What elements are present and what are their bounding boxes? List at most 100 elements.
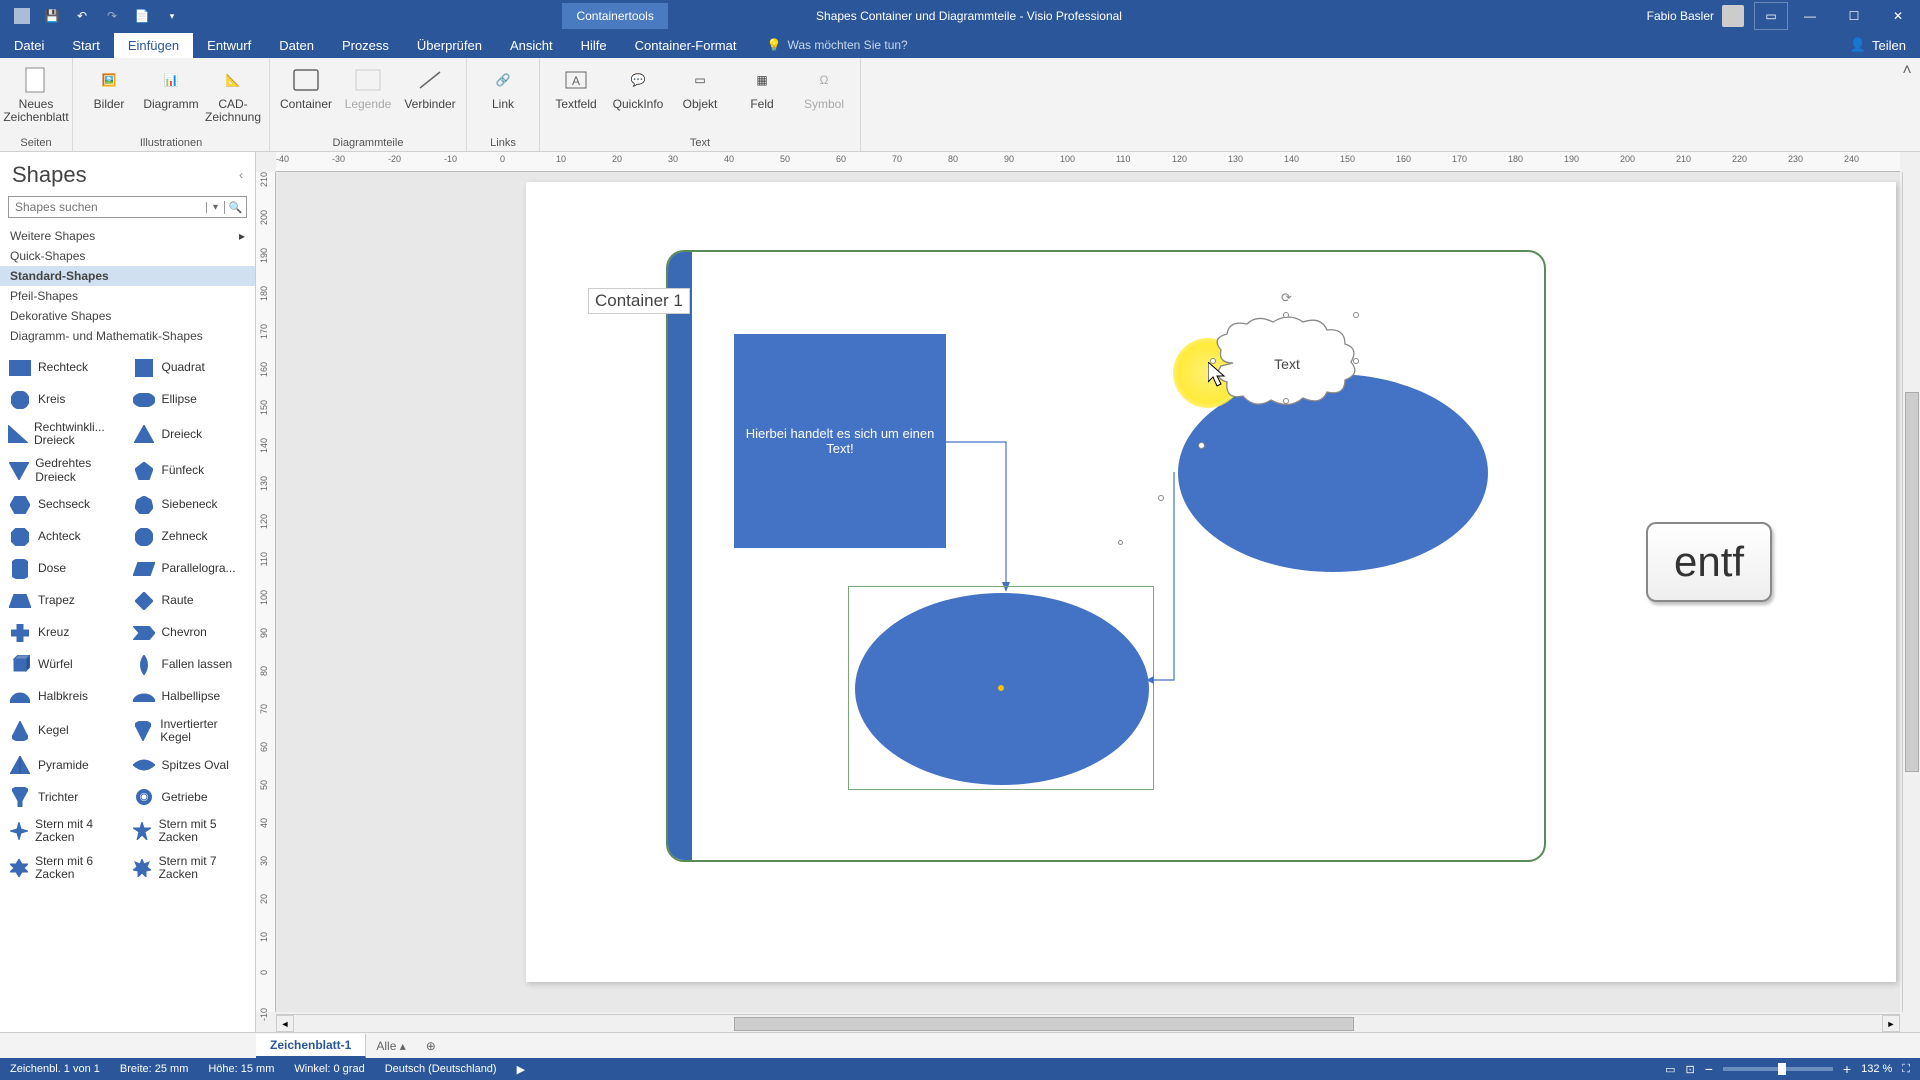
handle-s[interactable] [1283, 398, 1289, 404]
minimize-icon[interactable]: — [1788, 0, 1832, 32]
tab-uberprufen[interactable]: Überprüfen [403, 33, 496, 58]
zoom-out-icon[interactable]: − [1705, 1061, 1713, 1077]
quickinfo-button[interactable]: 💬QuickInfo [608, 62, 668, 135]
shape-trapez[interactable]: Trapez [4, 585, 128, 617]
callout-shape[interactable]: Text ⟳ [1213, 318, 1361, 410]
shape-trichter[interactable]: Trichter [4, 781, 128, 813]
verbinder-button[interactable]: Verbinder [400, 62, 460, 135]
redo-icon[interactable]: ↷ [98, 2, 126, 30]
tab-prozess[interactable]: Prozess [328, 33, 403, 58]
cat-diagramm-math[interactable]: Diagramm- und Mathematik-Shapes [0, 326, 255, 346]
shape-fallen[interactable]: Fallen lassen [128, 649, 252, 681]
user-info[interactable]: Fabio Basler [1647, 5, 1744, 27]
shape-dose[interactable]: Dose [4, 553, 128, 585]
save-icon[interactable]: 💾 [38, 2, 66, 30]
rotation-handle-icon[interactable]: ⟳ [1281, 290, 1292, 306]
shape-wurfel[interactable]: Würfel [4, 649, 128, 681]
shape-spitzes-oval[interactable]: Spitzes Oval [128, 749, 252, 781]
view-fit-icon[interactable]: ⊡ [1686, 1063, 1695, 1076]
shape-kreis[interactable]: Kreis [4, 384, 128, 416]
cat-pfeil[interactable]: Pfeil-Shapes [0, 286, 255, 306]
page-icon[interactable]: 📄 [128, 2, 156, 30]
scrollbar-horizontal[interactable]: ◄ ► [276, 1014, 1900, 1032]
tell-me[interactable]: 💡 Was möchten Sie tun? [760, 38, 907, 52]
shape-pyramide[interactable]: Pyramide [4, 749, 128, 781]
shape-stern7[interactable]: Stern mit 7 Zacken [128, 850, 252, 886]
app-icon[interactable] [8, 2, 36, 30]
share-button[interactable]: 👤 Teilen [1850, 37, 1906, 53]
tab-daten[interactable]: Daten [265, 33, 328, 58]
undo-icon[interactable]: ↶ [68, 2, 96, 30]
shape-gedr-dreieck[interactable]: Gedrehtes Dreieck [4, 452, 128, 488]
shape-zehneck[interactable]: Zehneck [128, 521, 252, 553]
scroll-right-icon[interactable]: ► [1882, 1015, 1900, 1032]
page-tab-alle[interactable]: Alle ▴ [366, 1035, 415, 1057]
tab-einfugen[interactable]: Einfügen [114, 33, 193, 58]
ribbon-display-icon[interactable]: ▭ [1754, 2, 1788, 30]
page-add-icon[interactable]: ⊕ [416, 1035, 446, 1057]
bilder-button[interactable]: 🖼️Bilder [79, 62, 139, 135]
shape-stern4[interactable]: Stern mit 4 Zacken [4, 813, 128, 849]
shape-halbellipse[interactable]: Halbellipse [128, 681, 252, 713]
shape-kegel[interactable]: Kegel [4, 713, 128, 749]
shapes-search-input[interactable] [9, 198, 206, 216]
fit-page-icon[interactable]: ⛶ [1902, 1063, 1910, 1076]
zoom-level[interactable]: 132 % [1861, 1063, 1892, 1075]
drawing-page[interactable]: Container 1 Hierbei handelt es sich um e… [526, 182, 1896, 982]
objekt-button[interactable]: ▭Objekt [670, 62, 730, 135]
qat-dropdown-icon[interactable]: ▾ [158, 2, 186, 30]
shape-raute[interactable]: Raute [128, 585, 252, 617]
tab-container-format[interactable]: Container-Format [621, 33, 751, 58]
cad-button[interactable]: 📐CAD-Zeichnung [203, 62, 263, 135]
center-handle[interactable] [998, 685, 1004, 691]
handle-n[interactable] [1283, 312, 1289, 318]
callout-text[interactable]: Text [1213, 318, 1361, 410]
handle-e[interactable] [1353, 358, 1359, 364]
scroll-v-thumb[interactable] [1905, 392, 1919, 772]
rect-shape[interactable]: Hierbei handelt es sich um einen Text! [734, 334, 946, 548]
container-button[interactable]: Container [276, 62, 336, 135]
tab-hilfe[interactable]: Hilfe [567, 33, 621, 58]
cat-standard[interactable]: Standard-Shapes [0, 266, 255, 286]
yellow-handle-1[interactable] [1198, 442, 1205, 449]
cat-dekorativ[interactable]: Dekorative Shapes [0, 306, 255, 326]
ribbon-collapse-icon[interactable]: ˄ [1894, 58, 1920, 151]
shape-rechtw-dreieck[interactable]: Rechtwinkli... Dreieck [4, 416, 128, 452]
handle-ne[interactable] [1353, 312, 1359, 318]
shape-achteck[interactable]: Achteck [4, 521, 128, 553]
zoom-slider[interactable] [1723, 1067, 1833, 1071]
shape-quadrat[interactable]: Quadrat [128, 352, 252, 384]
scroll-h-thumb[interactable] [734, 1017, 1354, 1031]
textfeld-button[interactable]: ATextfeld [546, 62, 606, 135]
shape-funfeck[interactable]: Fünfeck [128, 452, 252, 488]
container-shape[interactable]: Container 1 Hierbei handelt es sich um e… [666, 250, 1546, 862]
close-icon[interactable]: ✕ [1876, 0, 1920, 32]
shape-ellipse[interactable]: Ellipse [128, 384, 252, 416]
feld-button[interactable]: ▦Feld [732, 62, 792, 135]
tab-datei[interactable]: Datei [0, 33, 58, 58]
zoom-in-icon[interactable]: + [1843, 1061, 1851, 1077]
tab-start[interactable]: Start [58, 33, 113, 58]
cat-weitere[interactable]: Weitere Shapes▸ [0, 226, 255, 246]
search-dropdown-icon[interactable]: ▾ [206, 202, 224, 213]
canvas[interactable]: Container 1 Hierbei handelt es sich um e… [276, 172, 1900, 1012]
collapse-panel-icon[interactable]: ‹ [239, 168, 243, 182]
maximize-icon[interactable]: ☐ [1832, 0, 1876, 32]
page-tab-1[interactable]: Zeichenblatt-1 [256, 1034, 366, 1058]
view-presentation-icon[interactable]: ▭ [1665, 1063, 1675, 1076]
shape-stern6[interactable]: Stern mit 6 Zacken [4, 850, 128, 886]
search-go-icon[interactable]: 🔍 [224, 201, 246, 214]
scroll-left-icon[interactable]: ◄ [276, 1015, 294, 1032]
macro-icon[interactable]: ▶ [517, 1063, 525, 1076]
shape-parallelogramm[interactable]: Parallelogra... [128, 553, 252, 585]
shape-dreieck[interactable]: Dreieck [128, 416, 252, 452]
shape-inv-kegel[interactable]: Invertierter Kegel [128, 713, 252, 749]
neues-zeichenblatt-button[interactable]: Neues Zeichenblatt [6, 62, 66, 135]
tab-entwurf[interactable]: Entwurf [193, 33, 265, 58]
shape-siebeneck[interactable]: Siebeneck [128, 489, 252, 521]
tab-ansicht[interactable]: Ansicht [496, 33, 567, 58]
cat-quick[interactable]: Quick-Shapes [0, 246, 255, 266]
link-button[interactable]: 🔗Link [473, 62, 533, 135]
diagramm-button[interactable]: 📊Diagramm [141, 62, 201, 135]
shape-rechteck[interactable]: Rechteck [4, 352, 128, 384]
